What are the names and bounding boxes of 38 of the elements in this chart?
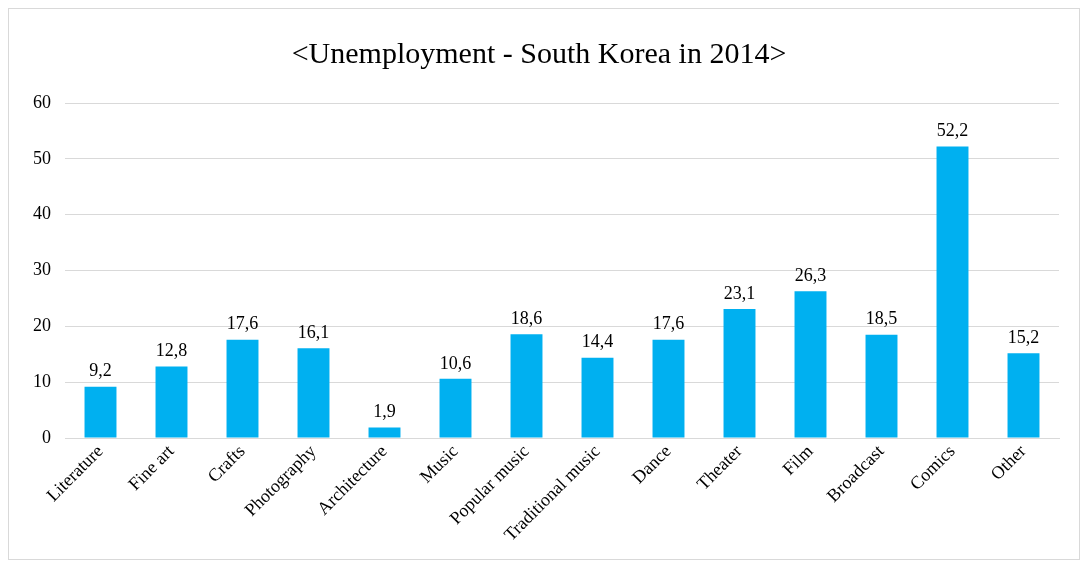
y-tick-label: 10 bbox=[33, 370, 51, 391]
bar bbox=[652, 339, 685, 438]
bar bbox=[368, 427, 401, 438]
bar bbox=[936, 146, 969, 438]
y-tick-label: 30 bbox=[33, 259, 51, 280]
y-tick-label: 20 bbox=[33, 315, 51, 336]
bar bbox=[226, 339, 259, 438]
data-label: 17,6 bbox=[226, 313, 259, 334]
y-tick-label: 50 bbox=[33, 147, 51, 168]
y-tick-label: 0 bbox=[42, 426, 51, 447]
data-label: 18,5 bbox=[865, 308, 898, 329]
data-label: 10,6 bbox=[439, 352, 472, 373]
data-label: 14,4 bbox=[581, 331, 614, 352]
data-label: 9,2 bbox=[89, 360, 112, 381]
bar bbox=[439, 378, 472, 438]
bar bbox=[865, 334, 898, 438]
bar bbox=[1007, 353, 1040, 438]
data-label: 12,8 bbox=[155, 340, 188, 361]
data-label: 18,6 bbox=[510, 307, 543, 328]
y-tick-label: 40 bbox=[33, 203, 51, 224]
y-tick-label: 60 bbox=[33, 91, 51, 112]
x-tick-label: Fine art bbox=[124, 440, 178, 495]
data-label: 15,2 bbox=[1007, 326, 1040, 347]
data-label: 52,2 bbox=[936, 120, 969, 141]
data-label: 17,6 bbox=[652, 313, 685, 334]
bar bbox=[155, 366, 188, 438]
bar bbox=[84, 386, 117, 438]
bar bbox=[794, 291, 827, 438]
bar bbox=[510, 334, 543, 438]
x-tick-label: Film bbox=[778, 440, 817, 479]
bar bbox=[723, 309, 756, 438]
bar bbox=[581, 357, 614, 438]
chart-title: <Unemployment - South Korea in 2014> bbox=[291, 35, 787, 69]
data-label: 1,9 bbox=[373, 401, 396, 422]
data-label: 16,1 bbox=[297, 321, 330, 342]
data-label: 26,3 bbox=[794, 264, 827, 285]
data-label: 23,1 bbox=[723, 282, 756, 303]
bar bbox=[297, 348, 330, 438]
